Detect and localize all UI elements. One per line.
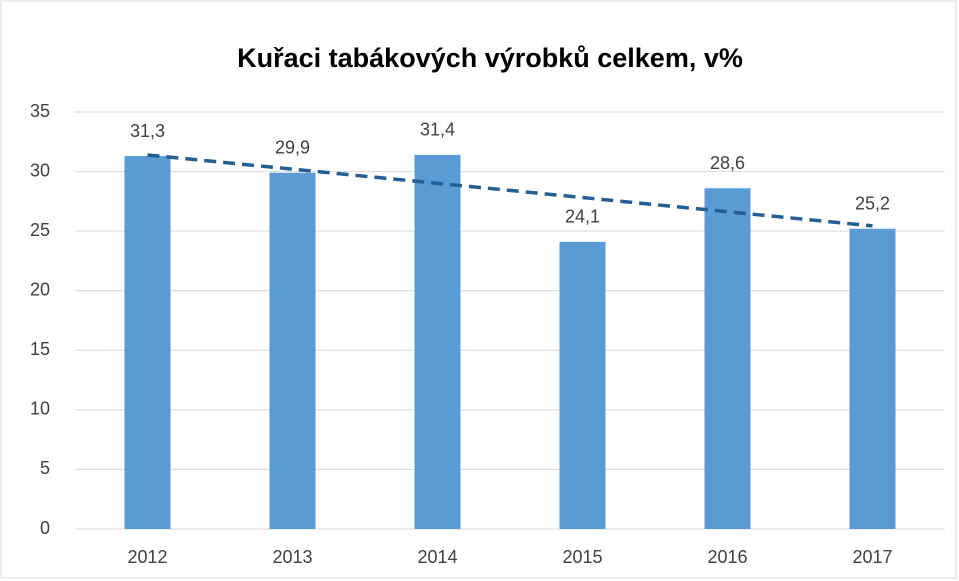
y-tick-label: 5 [40,458,50,478]
value-label: 31,4 [420,120,455,140]
bar [849,228,896,529]
value-label: 24,1 [565,207,600,227]
y-tick-label: 15 [30,339,50,359]
x-tick-label: 2013 [272,547,312,567]
value-label: 28,6 [710,153,745,173]
x-tick-label: 2014 [417,547,457,567]
y-tick-label: 25 [30,220,50,240]
value-label: 25,2 [855,194,890,214]
x-tick-label: 2015 [562,547,602,567]
x-tick-label: 2017 [852,547,892,567]
y-tick-label: 0 [40,518,50,538]
y-tick-label: 10 [30,399,50,419]
chart-title: Kuřaci tabákových výrobků celkem, v% [237,43,743,73]
trendline [147,153,873,228]
y-tick-label: 20 [30,279,50,299]
bar [559,241,606,529]
bar [269,172,316,529]
value-label: 31,3 [130,121,165,141]
y-tick-label: 35 [30,101,50,121]
value-label: 29,9 [275,138,310,158]
bar [124,156,171,529]
y-tick-label: 30 [30,160,50,180]
x-tick-label: 2016 [707,547,747,567]
bar [414,154,461,530]
bar [704,188,751,529]
x-tick-label: 2012 [127,547,167,567]
